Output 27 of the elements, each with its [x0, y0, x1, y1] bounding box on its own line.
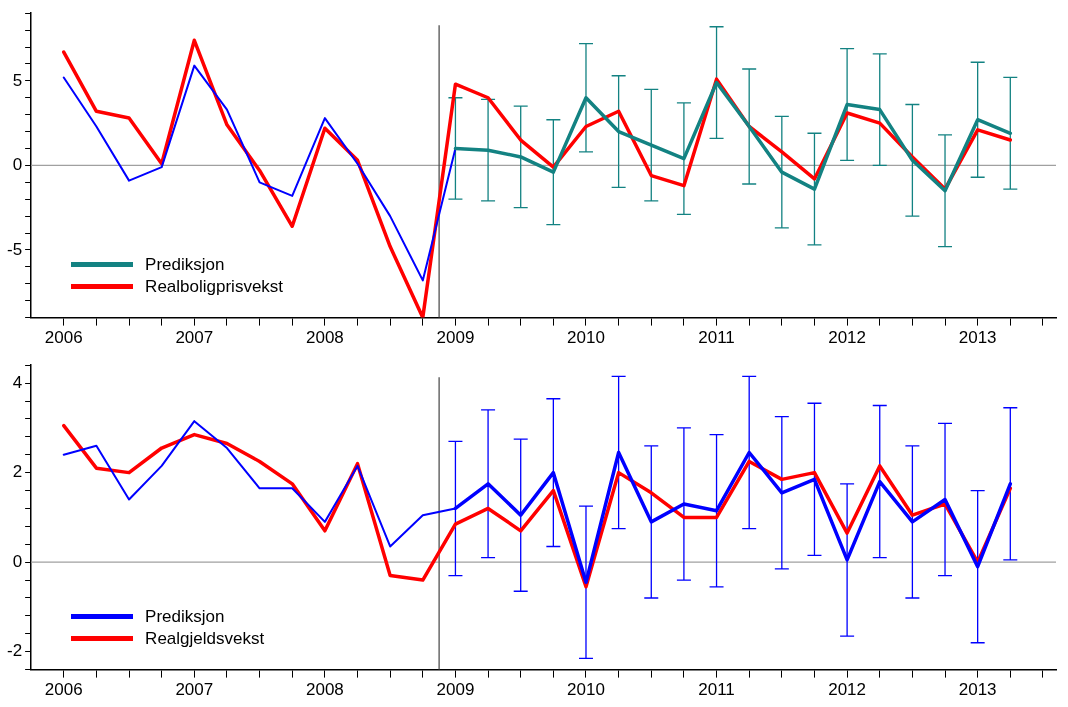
y-tick-label: -2 — [6, 641, 23, 661]
x-tick-label: 2010 — [567, 328, 605, 348]
legend-label: Prediksjon — [145, 253, 225, 276]
legend-label: Prediksjon — [145, 605, 225, 628]
x-tick-label: 2007 — [175, 680, 214, 700]
x-tick-label: 2006 — [44, 328, 83, 348]
x-tick-label: 2009 — [436, 680, 475, 700]
y-tick-label: 2 — [12, 462, 23, 482]
legend-label: Realgjeldsvekst — [145, 627, 265, 650]
y-tick-label: 5 — [12, 70, 23, 90]
x-tick-label: 2008 — [305, 328, 344, 348]
x-tick-label: 2010 — [567, 680, 605, 700]
x-tick-label: 2006 — [44, 680, 83, 700]
y-tick-label: 0 — [12, 551, 23, 571]
x-tick-label: 2012 — [828, 328, 867, 348]
x-tick-label: 2012 — [828, 680, 867, 700]
x-tick-label: 2009 — [436, 328, 475, 348]
y-tick-label: -5 — [6, 239, 23, 259]
x-tick-label: 2011 — [698, 680, 735, 700]
legend-label: Realboligprisvekst — [145, 275, 284, 298]
y-tick-label: 4 — [12, 372, 23, 392]
x-tick-label: 2008 — [305, 680, 344, 700]
x-tick-label: 2013 — [958, 328, 997, 348]
y-tick-label: 0 — [12, 155, 23, 175]
x-tick-label: 2013 — [958, 680, 997, 700]
x-tick-label: 2011 — [698, 328, 735, 348]
x-tick-label: 2007 — [175, 328, 214, 348]
